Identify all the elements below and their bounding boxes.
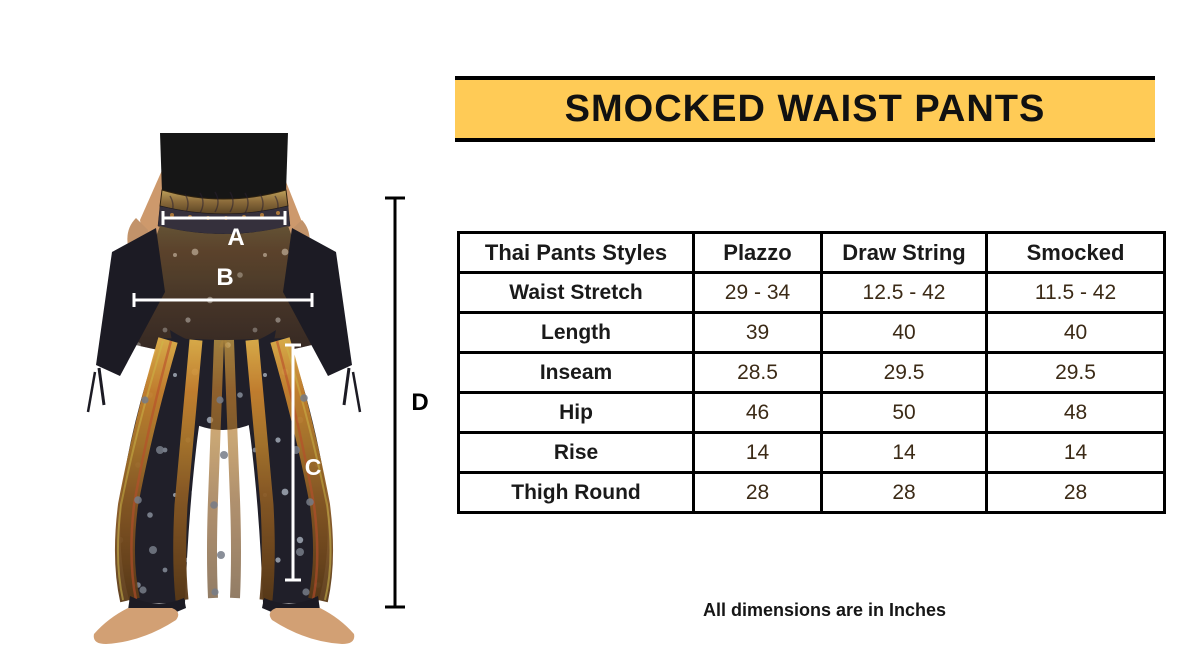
svg-text:D: D [411, 389, 428, 416]
svg-text:A: A [227, 224, 244, 251]
svg-text:C: C [305, 454, 322, 480]
svg-text:B: B [216, 264, 233, 291]
